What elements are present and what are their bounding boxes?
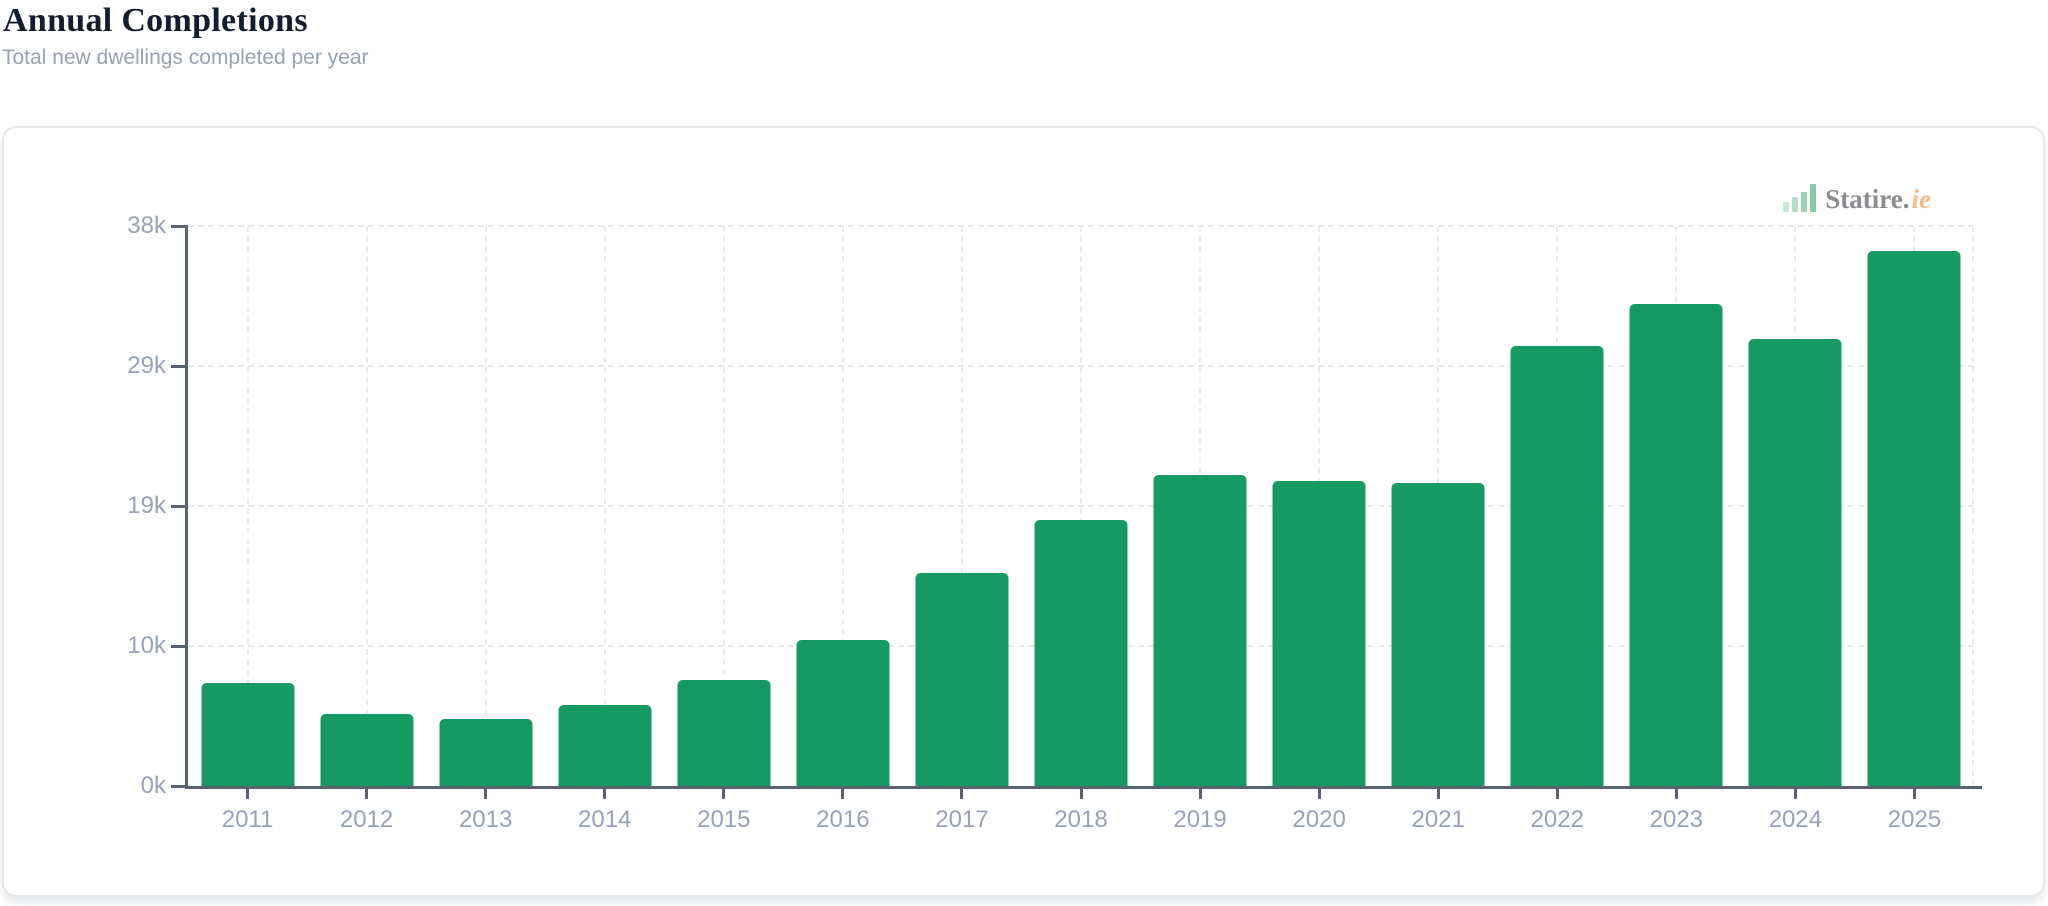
bar-2014[interactable] <box>558 704 652 786</box>
x-axis-label: 2016 <box>816 806 870 833</box>
y-axis-label: 10k <box>127 632 166 659</box>
x-axis-tick <box>365 787 369 799</box>
x-axis-tick <box>1912 787 1916 799</box>
x-axis-label: 2020 <box>1292 806 1346 833</box>
y-axis-label: 29k <box>127 352 166 379</box>
v-gridline <box>603 226 606 786</box>
y-axis-label: 19k <box>127 492 166 519</box>
chart-card: Statire. ie 0k 10k 19k 29k 38k 2011 2012 2013 20… <box>2 126 2045 897</box>
bar-2022[interactable] <box>1510 346 1604 786</box>
v-gridline <box>1080 226 1082 786</box>
brand-name: Statire. <box>1825 184 1910 214</box>
x-axis-tick <box>1674 787 1678 799</box>
bar-2024[interactable] <box>1748 339 1842 786</box>
v-gridline <box>365 226 368 786</box>
x-axis-label: 2014 <box>578 806 632 833</box>
bar-2025[interactable] <box>1867 251 1961 786</box>
v-gridline <box>841 226 844 786</box>
brand-tld: ie <box>1911 184 1932 214</box>
y-axis-line <box>185 225 188 789</box>
x-axis-tick <box>603 787 607 799</box>
bar-2013[interactable] <box>439 718 533 786</box>
x-axis-label: 2018 <box>1054 806 1108 833</box>
x-axis-tick <box>1793 787 1797 799</box>
y-axis-tick <box>171 644 185 648</box>
x-axis-label: 2023 <box>1649 806 1704 833</box>
x-axis-tick <box>1317 787 1321 799</box>
page-title: Annual Completions <box>3 2 308 39</box>
bar-2015[interactable] <box>677 679 771 786</box>
x-axis-tick <box>1436 787 1440 799</box>
x-axis-label: 2021 <box>1411 806 1465 833</box>
bar-2020[interactable] <box>1272 481 1366 786</box>
x-axis-label: 2019 <box>1173 806 1227 833</box>
bar-2011[interactable] <box>201 682 295 786</box>
x-axis-label: 2025 <box>1887 806 1942 833</box>
y-axis-tick <box>171 364 185 368</box>
x-axis-label: 2011 <box>221 806 274 833</box>
x-axis-label: 2022 <box>1530 806 1584 833</box>
x-axis-tick <box>722 787 726 799</box>
bar-2023[interactable] <box>1629 304 1723 786</box>
x-axis-tick <box>1198 787 1202 799</box>
x-axis-label: 2024 <box>1768 806 1823 833</box>
v-gridline <box>246 226 249 786</box>
v-gridline <box>484 226 487 786</box>
x-axis-tick <box>841 787 845 799</box>
v-gridline <box>722 226 725 786</box>
page-subtitle: Total new dwellings completed per year <box>2 46 369 69</box>
y-axis-tick <box>171 224 185 228</box>
y-axis-label: 38k <box>127 212 166 239</box>
x-axis-tick <box>246 787 250 799</box>
bar-2021[interactable] <box>1391 483 1485 786</box>
bar-2016[interactable] <box>796 639 890 786</box>
x-axis-label: 2015 <box>697 806 751 833</box>
bar-2018[interactable] <box>1034 519 1128 786</box>
x-axis-label: 2017 <box>935 806 989 833</box>
x-axis-tick <box>1555 787 1559 799</box>
x-axis-label: 2013 <box>458 806 513 833</box>
bar-2019[interactable] <box>1153 474 1247 786</box>
bar-2012[interactable] <box>320 713 414 786</box>
y-axis-tick <box>171 784 185 788</box>
brand-logo[interactable]: Statire. ie <box>1783 184 1931 215</box>
y-axis-tick <box>171 504 185 508</box>
v-gridline <box>1972 226 1974 786</box>
v-gridline <box>960 226 963 786</box>
x-axis-line <box>185 786 1982 789</box>
x-axis-tick <box>1079 787 1083 799</box>
x-axis-label: 2012 <box>339 806 394 833</box>
x-axis-tick <box>484 787 488 799</box>
bar-2017[interactable] <box>915 573 1009 786</box>
x-axis-tick <box>960 787 964 799</box>
bar-chart-icon <box>1783 184 1817 215</box>
plot-area: 0k 10k 19k 29k 38k 2011 2012 2013 2014 2015 2016 20… <box>127 212 1982 833</box>
y-axis-label: 0k <box>140 772 166 799</box>
